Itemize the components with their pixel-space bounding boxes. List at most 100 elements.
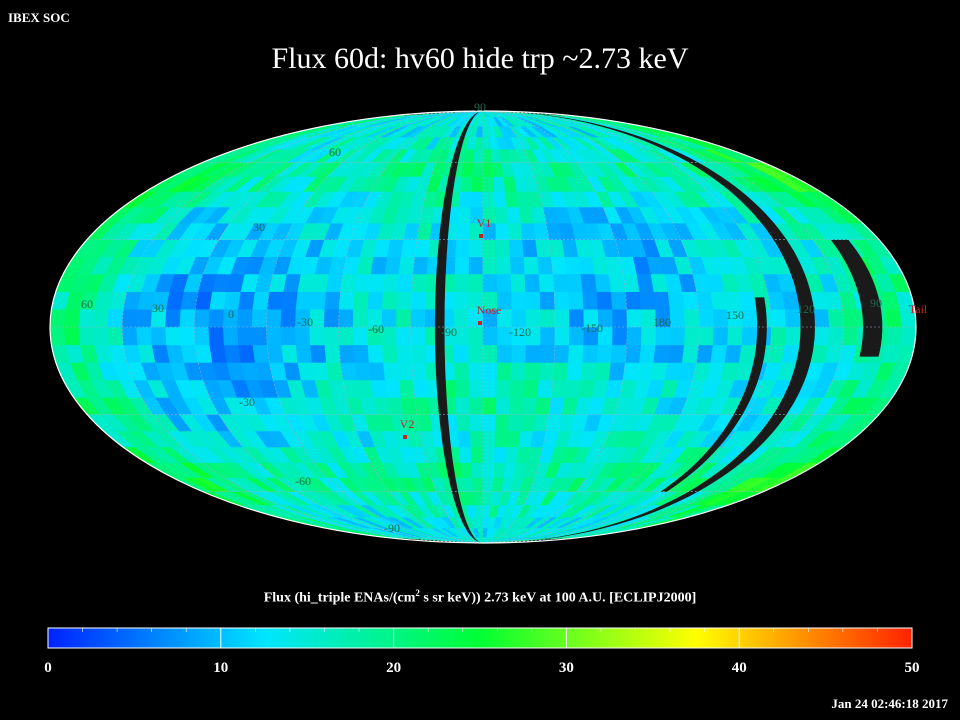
flux-cell xyxy=(474,136,484,150)
flux-cell xyxy=(454,379,470,398)
flux-cell xyxy=(107,326,124,346)
flux-cell xyxy=(458,191,473,208)
flux-cell xyxy=(398,256,416,275)
lon-label: 60 xyxy=(81,297,93,311)
flux-cell xyxy=(209,344,228,363)
flux-cell xyxy=(667,291,685,310)
flux-cell xyxy=(698,326,715,346)
flux-cell xyxy=(482,176,495,192)
flux-cell xyxy=(50,326,67,346)
flux-cell xyxy=(410,344,427,363)
flux-cell xyxy=(669,308,686,328)
flux-cell xyxy=(295,291,313,310)
flux-cell xyxy=(568,344,585,363)
flux-cell xyxy=(625,344,642,363)
flux-cell xyxy=(610,344,628,363)
flux-cell xyxy=(482,326,498,346)
flux-cell xyxy=(482,256,498,275)
flux-cell xyxy=(842,326,859,346)
flux-cell xyxy=(522,396,538,415)
flux-cell xyxy=(237,326,254,346)
markers: V1 Nose V2 Tail xyxy=(400,216,928,439)
flux-cell xyxy=(554,326,570,346)
flux-cell xyxy=(458,446,473,463)
flux-cell xyxy=(496,273,512,292)
page-title: Flux 60d: hv60 hide trp ~2.73 keV xyxy=(271,42,689,75)
flux-cell xyxy=(784,326,801,346)
flux-cell xyxy=(684,326,700,346)
flux-cell xyxy=(482,446,496,463)
flux-cell xyxy=(482,430,497,448)
flux-cell xyxy=(684,308,700,328)
flux-cell xyxy=(208,326,225,346)
flux-cell xyxy=(457,206,472,224)
flux-cell xyxy=(367,344,384,363)
flux-cell xyxy=(354,362,372,381)
colorbar-tick-label: 0 xyxy=(44,660,52,676)
flux-cell xyxy=(724,344,743,363)
lon-label: 150 xyxy=(726,308,744,322)
flux-cell xyxy=(338,291,356,310)
flux-cell xyxy=(482,477,494,493)
flux-cell xyxy=(496,379,512,398)
flux-cell xyxy=(453,291,470,310)
flux-cell xyxy=(626,326,643,346)
flux-cell xyxy=(610,291,628,310)
flux-cell xyxy=(482,273,498,292)
flux-cell xyxy=(381,291,398,310)
flux-cell xyxy=(612,326,628,346)
flux-cell xyxy=(340,362,358,381)
flux-cell xyxy=(539,344,556,363)
flux-cell xyxy=(535,239,552,258)
flux-cell xyxy=(540,308,556,328)
flux-cell xyxy=(238,291,256,310)
flux-cell xyxy=(550,256,568,275)
flux-cell xyxy=(710,344,728,363)
flux-cell xyxy=(626,308,643,328)
flux-cell xyxy=(681,344,700,363)
flux-cell xyxy=(384,256,402,275)
flux-cell xyxy=(352,326,369,346)
flux-cell xyxy=(469,430,484,448)
lon-label: 30 xyxy=(152,301,164,315)
flux-cell xyxy=(469,413,484,432)
flux-cell xyxy=(136,326,153,346)
flux-cell xyxy=(566,362,584,381)
flux-cell xyxy=(222,326,239,346)
flux-cell xyxy=(524,273,541,292)
flux-cell xyxy=(416,413,433,432)
flux-cell xyxy=(482,344,498,363)
flux-cell xyxy=(522,239,538,258)
flux-cell xyxy=(594,273,612,292)
lon-label: -60 xyxy=(368,322,384,336)
flux-cell xyxy=(580,362,598,381)
flux-cell xyxy=(412,256,429,275)
lat-label: -60 xyxy=(295,474,311,488)
flux-cell xyxy=(353,344,370,363)
lon-label: 120 xyxy=(797,302,815,316)
flux-cell xyxy=(412,379,429,398)
flux-cell xyxy=(608,273,626,292)
flux-cell xyxy=(410,308,426,328)
flux-cell xyxy=(237,308,254,328)
flux-cell xyxy=(653,344,671,363)
flux-cell xyxy=(338,326,354,346)
flux-cell xyxy=(310,344,327,363)
flux-cell xyxy=(539,291,556,310)
flux-cell xyxy=(209,291,228,310)
flux-cell xyxy=(472,477,484,493)
flux-cell xyxy=(552,273,569,292)
flux-cell xyxy=(64,308,81,328)
colorbar-tick-label: 30 xyxy=(558,660,574,676)
flux-cell xyxy=(78,308,95,328)
colorbar-tick-label: 10 xyxy=(213,660,229,676)
flux-cell xyxy=(381,326,398,346)
flux-cell xyxy=(107,308,124,328)
flux-cell xyxy=(323,326,340,346)
flux-cell xyxy=(667,344,685,363)
flux-cell xyxy=(382,362,400,381)
flux-cell xyxy=(495,413,510,432)
flux-cell xyxy=(495,239,511,258)
flux-cell xyxy=(482,162,494,177)
flux-cell xyxy=(520,413,537,432)
